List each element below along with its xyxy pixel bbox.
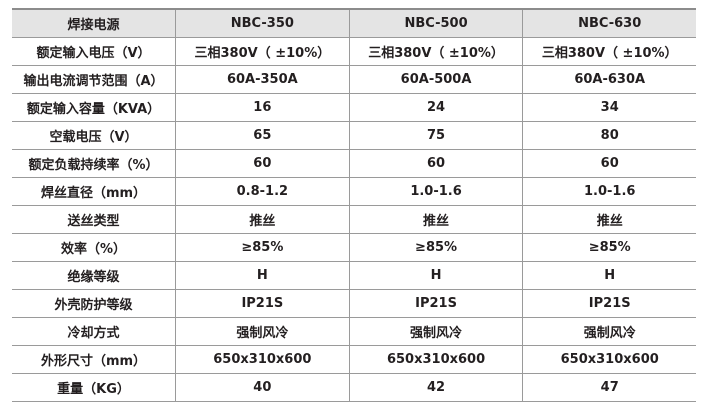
table-cell: 650x310x600 (348, 345, 523, 374)
table-cell: NBC-350 (175, 8, 350, 38)
row-label: 额定输入电压（V） (12, 37, 176, 66)
row-label: 送丝类型 (12, 205, 176, 234)
table-cell: 强制风冷 (175, 317, 350, 346)
table-row: 空载电压（V） 65 75 80 (12, 121, 696, 150)
table-cell: 1.0-1.6 (522, 177, 696, 206)
table-cell: 强制风冷 (348, 317, 523, 346)
row-label: 焊丝直径（mm） (12, 177, 176, 206)
table-cell: 60 (522, 149, 696, 178)
table-row: 输出电流调节范围（A） 60A-350A 60A-500A 60A-630A (12, 65, 696, 94)
table-header-row: 焊接电源 NBC-350 NBC-500 NBC-630 (12, 8, 696, 38)
table-cell: 650x310x600 (175, 345, 350, 374)
table-cell: 34 (522, 93, 696, 122)
table-cell: H (522, 261, 696, 290)
row-label: 外壳防护等级 (12, 289, 176, 318)
spec-table: 焊接电源 NBC-350 NBC-500 NBC-630 额定输入电压（V） 三相380V… (12, 8, 696, 402)
table-row: 外壳防护等级 IP21S IP21S IP21S (12, 289, 696, 318)
row-label: 重量（KG） (12, 373, 176, 402)
table-cell: NBC-630 (522, 8, 696, 38)
table-cell: H (348, 261, 523, 290)
row-label: 焊接电源 (12, 8, 176, 38)
table-cell: 三相380V（ ±10%） (348, 37, 523, 66)
table-cell: NBC-500 (348, 8, 523, 38)
table-cell: H (175, 261, 350, 290)
table-cell: 60A-350A (175, 65, 350, 94)
table-row: 额定输入电压（V） 三相380V（ ±10%） 三相380V（ ±10%） 三相380… (12, 37, 696, 66)
table-cell: 65 (175, 121, 350, 150)
table-cell: IP21S (522, 289, 696, 318)
table-cell: IP21S (175, 289, 350, 318)
table-cell: 三相380V（ ±10%） (175, 37, 350, 66)
table-cell: ≥85% (522, 233, 696, 262)
table-cell: 16 (175, 93, 350, 122)
table-cell: IP21S (348, 289, 523, 318)
table-row: 重量（KG） 40 42 47 (12, 373, 696, 402)
table-cell: 650x310x600 (522, 345, 696, 374)
table-cell: 75 (348, 121, 523, 150)
table-cell: 42 (348, 373, 523, 402)
table-cell: 推丝 (348, 205, 523, 234)
table-row: 绝缘等级 H H H (12, 261, 696, 290)
table-cell: 推丝 (522, 205, 696, 234)
row-label: 效率（%） (12, 233, 176, 262)
table-row: 焊丝直径（mm） 0.8-1.2 1.0-1.6 1.0-1.6 (12, 177, 696, 206)
table-row: 效率（%） ≥85% ≥85% ≥85% (12, 233, 696, 262)
table-cell: 47 (522, 373, 696, 402)
table-cell: ≥85% (348, 233, 523, 262)
row-label: 额定输入容量（KVA） (12, 93, 176, 122)
table-cell: 强制风冷 (522, 317, 696, 346)
table-cell: 24 (348, 93, 523, 122)
row-label: 绝缘等级 (12, 261, 176, 290)
table-row: 外形尺寸（mm） 650x310x600 650x310x600 650x310x60… (12, 345, 696, 374)
row-label: 冷却方式 (12, 317, 176, 346)
row-label: 输出电流调节范围（A） (12, 65, 176, 94)
table-row: 冷却方式 强制风冷 强制风冷 强制风冷 (12, 317, 696, 346)
table-cell: 推丝 (175, 205, 350, 234)
table-row: 送丝类型 推丝 推丝 推丝 (12, 205, 696, 234)
table-cell: 三相380V（ ±10%） (522, 37, 696, 66)
table-cell: 60A-500A (348, 65, 523, 94)
table-cell: 60 (175, 149, 350, 178)
table-cell: 0.8-1.2 (175, 177, 350, 206)
table-cell: 40 (175, 373, 350, 402)
table-cell: ≥85% (175, 233, 350, 262)
table-cell: 80 (522, 121, 696, 150)
table-cell: 60A-630A (522, 65, 696, 94)
table-row: 额定负载持续率（%） 60 60 60 (12, 149, 696, 178)
table-row: 额定输入容量（KVA） 16 24 34 (12, 93, 696, 122)
table-cell: 1.0-1.6 (348, 177, 523, 206)
row-label: 空载电压（V） (12, 121, 176, 150)
table-cell: 60 (348, 149, 523, 178)
row-label: 外形尺寸（mm） (12, 345, 176, 374)
row-label: 额定负载持续率（%） (12, 149, 176, 178)
